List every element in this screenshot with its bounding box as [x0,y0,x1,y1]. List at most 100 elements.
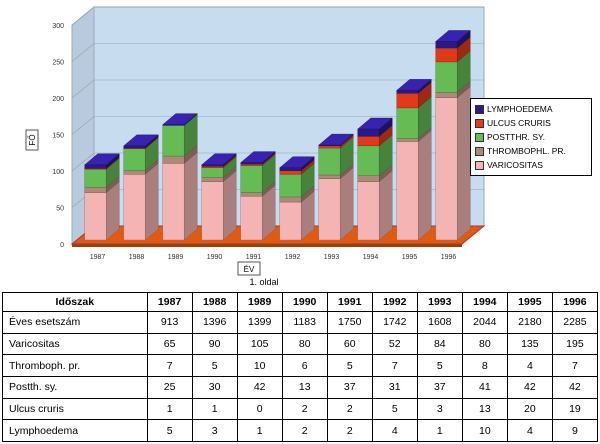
legend-label: THROMBOPHL. PR. [487,146,566,156]
x-tick-label: 1989 [168,254,184,261]
legend-swatch [475,146,484,156]
y-axis-label-box [25,129,39,151]
table-row: Postth. sy. 25 30 42 13 37 31 37 41 42 42 [2,375,599,399]
x-tick-label: 1991 [246,254,262,261]
bar-segment-side [223,170,237,241]
table-row-label: Lymphoedema [2,419,148,442]
bar-top [240,151,276,163]
gridline [71,152,484,172]
table-header-cell: 1987 [146,292,193,312]
table-cell: 60 [326,332,373,356]
table-row: Ulcus cruris 1 1 0 2 2 5 3 13 20 19 [2,397,599,421]
table-cell: 37 [326,375,373,399]
bar-segment [435,47,458,63]
table-cell: 5 [191,354,238,377]
bar-segment [123,148,146,171]
table-cell: 1396 [191,311,238,334]
table-cell: 31 [371,375,418,399]
bar-segment-side [418,130,432,241]
x-tick-label: 1990 [207,254,223,261]
table-cell: 41 [461,375,508,399]
table-cell: 13 [281,375,328,399]
chart-legend: LYMPHOEDEMA ULCUS CRURIS POSTTHR. SY. THROM… [470,98,592,176]
table-row: Thromboph. pr. 7 5 10 6 5 7 5 8 4 7 [2,354,599,377]
y-tick-label: 100 [52,169,64,176]
table-cell: 9 [551,419,599,442]
legend-item: THROMBOPHL. PR. [475,144,587,158]
bar-segment [357,175,380,182]
table-cell: 5 [416,354,463,377]
bar-segment [240,163,263,166]
bar-segment [201,177,224,182]
bar-top [84,153,120,166]
bar-top [279,156,315,168]
table-header-cell: 1993 [416,292,463,312]
x-tick-label: 1988 [129,254,145,261]
table-header-cell: 1995 [506,292,553,312]
table-cell: 19 [551,397,599,421]
table-row-label: Varicositas [2,332,148,356]
bar-segment [240,162,263,165]
table-cell: 2285 [551,311,599,334]
table-cell: 52 [371,332,418,356]
y-axis-label: FŐ [28,134,37,145]
table-cell: 3 [191,419,238,442]
bar-segment [396,141,419,241]
bar-segment [435,92,458,98]
chart-area: 0 50 100 150 200 250 300 1987 1988 1989 1990 1991 19… [25,5,592,287]
y-tick-label: 200 [52,96,64,103]
bar-segment-side [340,167,354,241]
table-row-label: Ulcus cruris [2,397,148,421]
legend-label: POSTTHR. SY. [487,132,545,142]
table-cell: 2 [326,419,373,442]
bar-top [396,79,432,91]
bar-top [123,134,159,147]
table-cell: 42 [236,375,283,399]
x-tick-label: 1992 [285,254,301,261]
table-cell: 8 [461,354,508,377]
x-tick-label: 1993 [324,254,340,261]
table-cell: 5 [326,354,373,377]
bar-segment-side [145,162,159,241]
gridline [71,6,484,26]
table-row-label: Postth. sy. [2,375,148,399]
table-cell: 10 [236,354,283,377]
bar-segment [318,147,341,176]
table-cell: 7 [146,354,193,377]
bar-segment [435,97,458,241]
bar-segment [201,167,224,178]
table-cell: 2 [326,397,373,421]
bar-segment [396,93,419,109]
table-cell: 25 [146,375,193,399]
gridline [71,43,484,62]
legend-label: LYMPHOEDEMA [487,104,553,114]
table-row-label: Thromboph. pr. [2,354,148,377]
table-cell: 1 [191,397,238,421]
table-cell: 10 [461,419,508,442]
table-cell: 2 [281,419,328,442]
table-header-cell: 1991 [326,292,373,312]
stacked-bar-chart: 0 50 100 150 200 250 300 1987 1988 1989 1990 1991 19… [25,5,486,287]
y-tick-label: 150 [52,133,64,140]
chart-floor-edge [72,244,462,247]
table-cell: 913 [146,311,193,334]
bar-segment [162,163,185,241]
bar-segment [123,174,146,241]
table-cell: 2180 [506,311,553,334]
table-cell: 4 [506,354,553,377]
table-cell: 30 [191,375,238,399]
table-cell: 5 [371,397,418,421]
gridline [71,79,484,99]
legend-item: VARICOSITAS [475,158,587,172]
table-cell: 42 [506,375,553,399]
bar-segment [357,181,380,241]
bar-top [357,117,393,130]
bar-segment [318,145,341,149]
bar-segment-side [457,86,471,241]
table-cell: 105 [236,332,283,356]
legend-item: LYMPHOEDEMA [475,102,587,116]
bar-segment [240,192,263,197]
table-cell: 1742 [371,311,418,334]
table-cell: 20 [506,397,553,421]
bar-segment [279,196,302,203]
